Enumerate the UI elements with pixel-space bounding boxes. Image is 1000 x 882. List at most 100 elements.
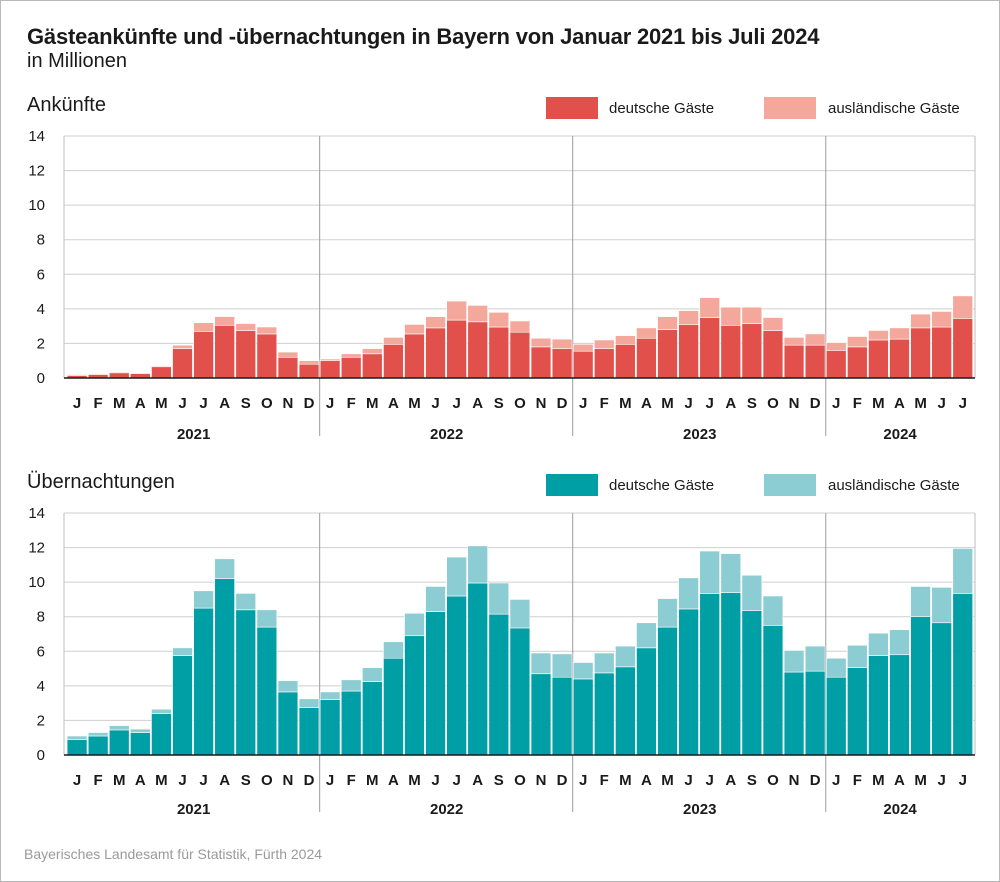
bar-segment-foreign (172, 344, 193, 349)
bar-segment-foreign (889, 629, 910, 656)
bar-segment-german (256, 333, 278, 379)
bar-segment-foreign (214, 316, 235, 326)
x-tick-label: D (557, 395, 568, 412)
x-tick-label: M (872, 395, 885, 412)
x-tick-label: J (959, 395, 967, 412)
bar-segment-foreign (868, 632, 889, 656)
y-tick-label: 0 (37, 747, 45, 764)
bar-segment-foreign (319, 358, 341, 362)
bar-segment-foreign (825, 342, 847, 351)
bar-segment-foreign (952, 548, 973, 594)
bar-segment-foreign (615, 335, 636, 345)
bar-segment-foreign (615, 645, 636, 668)
x-tick-label: F (94, 772, 103, 789)
bar-segment-german (594, 672, 615, 756)
bar-segment-german (193, 607, 214, 756)
bar-segment-foreign (66, 374, 88, 376)
x-tick-label: A (135, 395, 146, 412)
x-tick-label: J (937, 395, 945, 412)
x-tick-label: N (789, 772, 800, 789)
legend-label: deutsche Gäste (609, 477, 714, 494)
bar-segment-foreign (87, 373, 109, 375)
bar-segment-german (762, 625, 784, 756)
x-tick-label: J (326, 772, 334, 789)
x-tick-label: J (579, 772, 587, 789)
bar-segment-german (551, 676, 573, 756)
y-tick-label: 4 (37, 301, 45, 318)
y-tick-label: 4 (37, 678, 45, 695)
bar-segment-german (509, 627, 531, 756)
bar-segment-foreign (488, 582, 510, 615)
bar-segment-foreign (847, 336, 868, 348)
bar-segment-foreign (66, 735, 88, 740)
x-tick-label: F (347, 772, 356, 789)
bar-segment-foreign (193, 322, 214, 332)
bar-segment-foreign (783, 650, 805, 673)
x-tick-label: J (706, 772, 714, 789)
bar-segment-german (214, 324, 235, 379)
bar-segment-foreign (298, 698, 320, 708)
x-tick-label: J (937, 772, 945, 789)
bar-segment-foreign (530, 337, 552, 348)
bar-segment-german (572, 350, 594, 379)
x-tick-label: A (219, 772, 230, 789)
x-tick-label: M (366, 395, 379, 412)
legend-swatch (546, 97, 598, 119)
bar-segment-german (383, 657, 404, 756)
x-tick-label: A (641, 772, 652, 789)
y-tick-label: 2 (37, 712, 45, 729)
bar-segment-german (572, 678, 594, 756)
bar-segment-foreign (130, 728, 151, 733)
bar-segment-german (340, 356, 362, 379)
chart-unit-subtitle: in Millionen (27, 50, 128, 72)
x-tick-label: J (452, 395, 460, 412)
y-tick-label: 10 (28, 197, 45, 214)
legend-label: ausländische Gäste (828, 100, 960, 117)
bar-segment-foreign (678, 577, 699, 610)
bar-segment-german (889, 338, 910, 379)
bar-segment-german (446, 319, 467, 379)
bar-segment-german (319, 699, 341, 756)
bar-segment-german (87, 735, 109, 756)
bar-segment-foreign (572, 662, 594, 680)
bar-segment-german (952, 318, 973, 379)
bar-segment-german (362, 681, 383, 756)
bar-segment-foreign (193, 590, 214, 609)
legend-swatch (546, 474, 598, 496)
bar-segment-german (699, 317, 720, 379)
bar-segment-german (467, 321, 488, 379)
bar-segment-foreign (594, 652, 615, 674)
bar-segment-german (256, 626, 278, 756)
bar-segment-german (383, 343, 404, 379)
bar-segment-german (298, 707, 320, 756)
x-tick-label: A (641, 395, 652, 412)
x-tick-label: J (199, 395, 207, 412)
bar-segment-german (172, 348, 193, 379)
bar-segment-german (847, 346, 868, 379)
year-label: 2024 (883, 426, 917, 443)
bar-segment-german (952, 593, 973, 756)
x-tick-label: S (747, 772, 757, 789)
bar-segment-foreign (151, 365, 172, 368)
x-tick-label: J (959, 772, 967, 789)
y-tick-label: 8 (37, 232, 45, 249)
x-tick-label: D (810, 395, 821, 412)
bar-segment-foreign (910, 313, 931, 329)
x-tick-label: J (431, 395, 439, 412)
bar-segment-german (910, 616, 931, 756)
x-tick-label: A (894, 772, 905, 789)
bar-segment-foreign (551, 653, 573, 678)
legend-label: ausländische Gäste (828, 477, 960, 494)
bar-segment-foreign (383, 337, 404, 345)
x-tick-label: O (514, 772, 526, 789)
x-tick-label: A (894, 395, 905, 412)
x-tick-label: D (304, 772, 315, 789)
x-tick-label: N (283, 772, 294, 789)
bar-segment-german (868, 655, 889, 756)
bar-segment-german (235, 609, 256, 756)
bar-segment-foreign (783, 337, 805, 346)
y-tick-label: 6 (37, 266, 45, 283)
x-tick-label: A (135, 772, 146, 789)
source-note: Bayerisches Landesamt für Statistik, Für… (24, 846, 323, 862)
x-tick-label: S (241, 772, 251, 789)
